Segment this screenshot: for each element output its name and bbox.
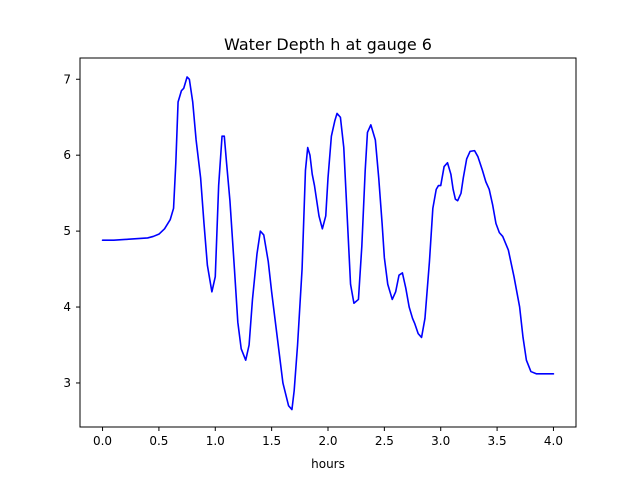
y-tick-label: 7: [63, 72, 71, 86]
y-tick-label: 5: [63, 224, 71, 238]
y-axis: 3 4 5 6 7: [63, 72, 80, 390]
x-tick-label: 3.5: [488, 434, 507, 448]
x-tick-label: 1.5: [262, 434, 281, 448]
series-line-0: [101, 76, 555, 411]
x-tick-label: 0.0: [93, 434, 112, 448]
x-tick-label: 4.0: [544, 434, 563, 448]
x-axis: 0.0 0.5 1.0 1.5 2.0 2.5 3.0 3.5 4.0: [93, 427, 563, 448]
y-tick-label: 6: [63, 148, 71, 162]
chart-title: Water Depth h at gauge 6: [224, 35, 432, 54]
x-axis-label: hours: [311, 457, 345, 471]
x-tick-label: 0.5: [149, 434, 168, 448]
x-tick-label: 3.0: [431, 434, 450, 448]
y-tick-label: 4: [63, 300, 71, 314]
x-tick-label: 2.0: [318, 434, 337, 448]
x-tick-label: 1.0: [206, 434, 225, 448]
y-tick-label: 3: [63, 376, 71, 390]
x-tick-label: 2.5: [375, 434, 394, 448]
